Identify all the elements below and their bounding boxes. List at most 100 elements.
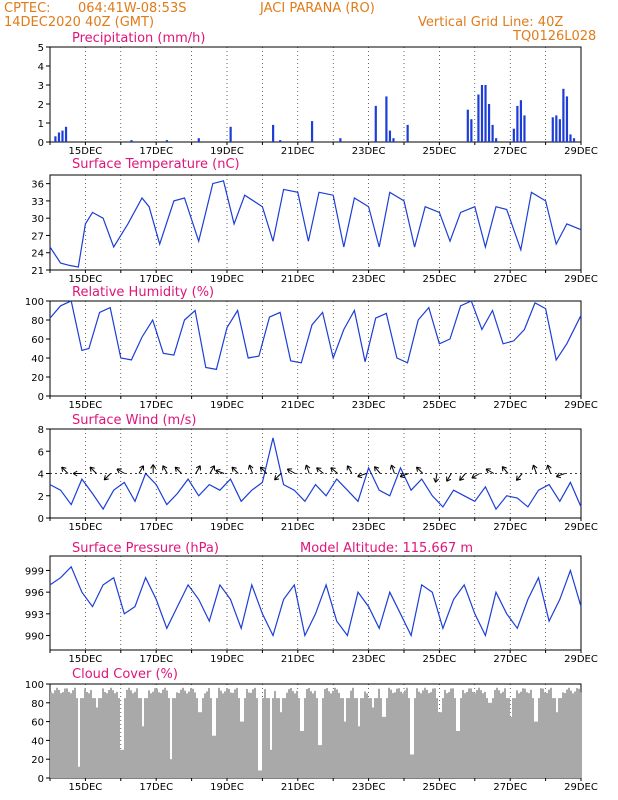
wind-arrow-head — [516, 478, 522, 481]
x-tick-label: 17DEC — [139, 146, 173, 157]
cloud-bar — [362, 698, 364, 778]
cloud-bar — [84, 688, 86, 778]
cloud-bar — [336, 689, 338, 778]
y-tick-label: 40 — [31, 736, 44, 747]
cloud-bar — [172, 698, 174, 778]
cloud-bar — [234, 689, 236, 778]
x-tick-label: 15DEC — [69, 522, 103, 533]
cloud-bar — [578, 688, 580, 778]
cloud-bar — [532, 698, 534, 778]
wind-arrow-head — [274, 475, 277, 480]
cloud-bar — [424, 687, 426, 778]
cloud-bar — [56, 687, 58, 778]
wind-arrow-head — [556, 476, 562, 479]
precip-bar — [310, 121, 314, 142]
wind-arrow-head — [555, 472, 560, 477]
y-tick-label: 40 — [31, 354, 44, 365]
cloud-bar — [446, 693, 448, 778]
wind-arrow — [287, 468, 296, 474]
cloud-bar — [414, 698, 416, 778]
cloud-bar — [276, 698, 278, 778]
cloud-bar — [490, 702, 492, 778]
precip-bar — [555, 115, 558, 142]
wind-arrow-head — [72, 473, 78, 477]
cloud-bar — [52, 693, 54, 778]
cloud-bar — [416, 688, 418, 778]
cloud-bar — [238, 698, 240, 778]
cloud-bar — [498, 690, 500, 778]
cloud-bar — [266, 698, 268, 778]
cloud-bar — [200, 712, 202, 778]
wind-arrow — [248, 464, 253, 474]
panel-title: Surface Pressure (hPa) — [72, 541, 219, 556]
cloud-bar — [536, 721, 538, 778]
cloud-bar — [126, 689, 128, 778]
x-tick-label: 19DEC — [210, 274, 244, 285]
wind-arrow-head — [175, 466, 180, 469]
cloud-bar — [160, 693, 162, 778]
cloud-bar — [254, 687, 256, 778]
wind-arrow-head — [174, 467, 177, 472]
y-tick-label: 990 — [25, 632, 44, 643]
wind-arrow-head — [357, 472, 361, 477]
cloud-bar — [218, 687, 220, 778]
precip-bar — [562, 88, 565, 142]
cloud-bar — [176, 692, 178, 778]
wind-arrow-head — [152, 464, 157, 469]
cloud-bar — [86, 691, 88, 778]
wind-arrow-head — [259, 467, 262, 472]
wind-arrow-head — [416, 467, 418, 472]
wind-arrow-head — [260, 466, 266, 469]
precip-bar — [487, 104, 491, 142]
header-grid-note: Vertical Grid Line: 40Z — [418, 15, 564, 30]
x-tick-label: 27DEC — [493, 782, 527, 793]
y-tick-label: 996 — [25, 588, 44, 599]
cloud-bar — [422, 690, 424, 778]
wind-arrow-head — [215, 468, 221, 471]
cloud-bar — [328, 691, 330, 778]
wind-arrow — [162, 465, 168, 474]
cloud-bar — [142, 726, 144, 778]
wind-arrow-head — [116, 468, 120, 474]
cloud-bar — [520, 691, 522, 778]
cloud-bar — [158, 692, 160, 778]
panel-title: Relative Humidity (%) — [72, 285, 214, 300]
cloud-bar — [148, 690, 150, 778]
cloud-bar — [564, 693, 566, 778]
cloud-bar — [202, 698, 204, 778]
wind-arrow-head — [195, 465, 201, 469]
wind-arrow — [231, 466, 239, 474]
cloud-bar — [240, 721, 242, 778]
cloud-bar — [76, 698, 78, 778]
cloud-bar — [412, 754, 414, 778]
wind-arrow — [103, 473, 111, 481]
x-tick-label: 19DEC — [210, 400, 244, 411]
cloud-bar — [282, 698, 284, 778]
cloud-bar — [444, 689, 446, 778]
cloud-bar — [216, 698, 218, 778]
precip-bar — [54, 136, 57, 142]
x-tick-label: 23DEC — [352, 782, 386, 793]
cloud-bar — [330, 693, 332, 778]
series-line — [49, 437, 582, 511]
header-location-name: JACI PARANA (RO) — [260, 1, 375, 16]
x-tick-label: 15DEC — [69, 146, 103, 157]
cloud-bar — [170, 759, 172, 778]
y-tick-label: 0 — [38, 392, 44, 403]
cloud-bar — [122, 749, 124, 778]
cloud-bar — [286, 692, 288, 778]
wind-arrow-head — [210, 465, 215, 469]
cloud-bar — [272, 698, 274, 778]
cloud-bar — [130, 690, 132, 778]
wind-arrow-head — [485, 468, 489, 474]
cloud-bar — [118, 698, 120, 778]
cloud-bar — [370, 698, 372, 778]
x-tick-label: 21DEC — [281, 146, 315, 157]
y-tick-label: 4 — [38, 62, 44, 73]
cloud-bar — [346, 698, 348, 778]
panel-6: Cloud Cover (%) 0 20 40 60 80 100 15DEC 17DEC 19D… — [25, 667, 598, 793]
cloud-bar — [274, 691, 276, 778]
cloud-bar — [384, 716, 386, 778]
wind-arrow-head — [104, 478, 109, 481]
cloud-bar — [112, 690, 114, 778]
